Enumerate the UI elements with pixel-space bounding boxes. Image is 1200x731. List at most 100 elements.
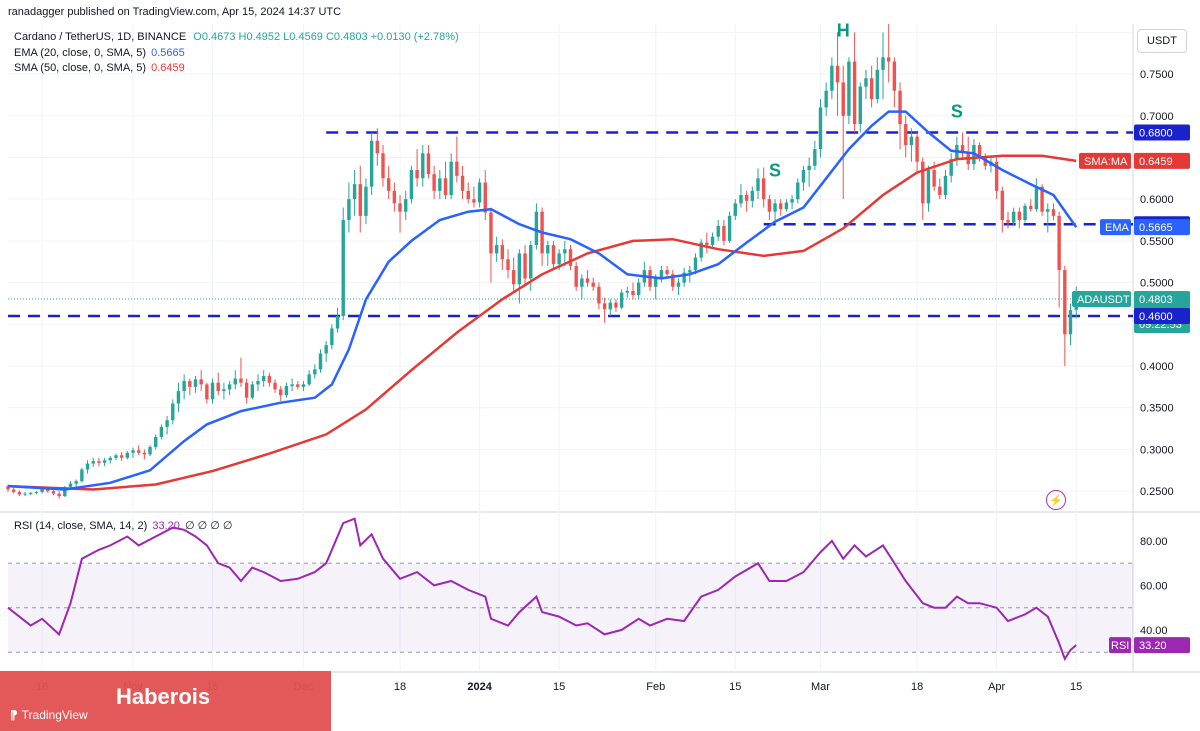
candle-body: [290, 384, 294, 387]
candle-body: [682, 272, 686, 283]
candle-body: [761, 178, 766, 200]
candle-body: [477, 182, 482, 203]
candle-body: [1034, 186, 1039, 210]
candle-body: [983, 157, 987, 166]
candle-body: [773, 203, 777, 212]
pattern-label: H: [837, 21, 850, 41]
rsi-tick-label: 80.00: [1140, 536, 1168, 548]
candle-body: [182, 381, 186, 392]
rsi-value-label: 33.20: [1139, 640, 1167, 652]
candle-body: [284, 386, 289, 396]
candle-body: [142, 452, 147, 455]
candle-body: [904, 124, 908, 145]
candle-body: [960, 144, 965, 154]
candle-body: [693, 257, 698, 271]
pattern-label: S: [951, 101, 963, 121]
candle-body: [136, 450, 141, 453]
rsi-tick-label: 40.00: [1140, 625, 1168, 637]
candle-body: [466, 190, 470, 200]
candle-body: [318, 353, 323, 370]
candle-body: [23, 493, 27, 495]
candle-body: [199, 379, 203, 385]
rsi-tick-label: 60.00: [1140, 580, 1168, 592]
sma50-line: [7, 154, 1077, 491]
candle-body: [165, 420, 169, 427]
candle-body: [426, 153, 431, 175]
candle-body: [188, 381, 192, 387]
series-tag-box: [1072, 291, 1131, 308]
candle-body: [51, 491, 56, 494]
candle-body: [176, 391, 181, 404]
candle-body: [568, 249, 573, 266]
candle-body: [994, 161, 999, 191]
candle-body: [733, 203, 737, 216]
ema20-line: [7, 110, 1078, 491]
candle-body: [369, 140, 374, 187]
candle-body: [892, 61, 897, 91]
candle-body: [949, 159, 953, 176]
price-tick-label: 0.7500: [1140, 69, 1174, 81]
rsi-legend-extra: ∅ ∅ ∅ ∅: [184, 520, 233, 532]
candle-body: [63, 486, 67, 497]
candle-body: [392, 190, 397, 204]
ema-legend-label: EMA (20, close, 0, SMA, 5): [14, 47, 147, 59]
candle-body: [699, 242, 703, 258]
series-tag-label: SMA:MA: [1084, 156, 1128, 168]
candle-body: [472, 199, 476, 203]
candle-body: [1029, 205, 1033, 210]
ema-legend[interactable]: EMA (20, close, 0, SMA, 5) 0.5665: [14, 47, 185, 59]
candle-body: [341, 220, 345, 316]
candle-body: [34, 491, 39, 493]
candle-body: [256, 381, 260, 385]
rsi-legend-value: 33.20: [152, 520, 180, 532]
candle-body: [381, 153, 385, 179]
tradingview-logo-icon: ⁋: [10, 708, 18, 722]
candle-body: [739, 195, 743, 204]
candle-body: [886, 57, 891, 62]
flash-icon[interactable]: ⚡: [1046, 490, 1066, 510]
candle-body: [636, 282, 641, 296]
rsi-legend[interactable]: RSI (14, close, SMA, 14, 2) 33.20 ∅ ∅ ∅ …: [14, 519, 232, 532]
candle-body: [716, 225, 720, 237]
price-axis-label: 0.4600: [1139, 311, 1173, 323]
candle-body: [449, 161, 453, 196]
candle-body: [375, 140, 380, 154]
sma-legend[interactable]: SMA (50, close, 0, SMA, 5) 0.6459: [14, 62, 185, 74]
candle-body: [352, 184, 357, 200]
candle-body: [676, 282, 681, 287]
series-tag-label: ADAUSDT: [1077, 294, 1130, 306]
candle-body: [1017, 211, 1022, 221]
price-axis-label-box: [1134, 152, 1190, 169]
candle-body: [239, 378, 243, 383]
candle-body: [727, 215, 732, 241]
candle-body: [415, 169, 419, 179]
candle-body: [29, 492, 33, 494]
price-axis-label-box: [1134, 219, 1190, 236]
candle-body: [1063, 270, 1067, 335]
candle-body: [460, 175, 465, 191]
price-tick-label: 0.2500: [1140, 486, 1174, 498]
candle-body: [767, 199, 772, 212]
candle-body: [347, 199, 351, 221]
series-tag-box: [1079, 152, 1131, 169]
candle-body: [267, 376, 272, 383]
candle-body: [529, 245, 533, 279]
currency-button[interactable]: USDT: [1137, 29, 1187, 53]
candle-body: [597, 286, 601, 304]
symbol-name: Cardano / TetherUS, 1D, BINANCE: [14, 31, 187, 43]
candle-body: [631, 290, 635, 296]
candle-body: [546, 245, 550, 254]
candle-body: [40, 487, 44, 492]
candle-body: [801, 169, 806, 183]
tradingview-logo[interactable]: ⁋ TradingView: [10, 708, 88, 722]
candle-body: [421, 153, 425, 179]
candle-body: [296, 384, 300, 387]
rsi-value-box: [1134, 637, 1190, 654]
candle-body: [443, 178, 448, 196]
candle-body: [858, 86, 862, 125]
price-axis-label: 0.5665: [1139, 222, 1173, 234]
time-tick-label: 2024: [467, 681, 492, 693]
watermark-text: Haberois: [116, 684, 211, 709]
series-tag-box: [1100, 219, 1131, 236]
